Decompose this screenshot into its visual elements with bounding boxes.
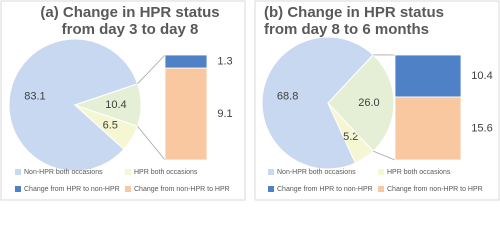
chart-title: (b) Change in HPR status from day 8 to 6… [264,4,445,38]
pie-slice [327,54,395,152]
pie-slice [73,83,142,127]
panel-border [254,0,500,201]
data-label: 83.1 [24,91,45,103]
pie-slice [8,38,139,172]
legend-swatch [268,169,274,175]
connector [373,150,396,161]
legend-label: Change from HPR to non-HPR [24,186,120,193]
legend-swatch [125,186,131,192]
charts: 83.1 6.5 10.4 1.3 9.1 Non-HPR both occasions H… [0,0,500,201]
bar-segment [164,67,208,161]
data-label: 68.8 [277,90,298,102]
data-label: 26.0 [358,97,379,109]
data-label: 9.1 [217,108,232,120]
bar-segment [394,96,462,161]
legend-swatch [15,169,21,175]
legend-swatch [268,186,274,192]
connector [137,125,166,161]
legend-swatch [15,186,21,192]
connector [137,54,166,85]
chart-title: (a) Change in HPR status from day 3 to d… [40,4,220,38]
legend-label: Change from non-HPR to HPR [134,186,230,193]
data-label: 15.6 [471,122,492,134]
panel-border [0,0,246,201]
legend-swatch [378,186,384,192]
data-label: 10.4 [471,70,492,82]
legend-label: HPR both occasions [387,169,451,176]
legend-label: Change from HPR to non-HPR [277,186,373,193]
legend-label: HPR both occasions [134,169,198,176]
bar-segment [394,54,462,98]
legend-swatch [125,169,131,175]
legend-label: Non-HPR both occasions [277,169,356,176]
bar-segment [164,54,208,69]
data-label: 6.5 [103,120,118,132]
data-label: 5.2 [343,131,358,143]
page: 83.1 6.5 10.4 1.3 9.1 Non-HPR both occasions H… [0,0,500,201]
legend-swatch [378,169,384,175]
legend-label: Non-HPR both occasions [24,169,103,176]
data-label: 10.4 [105,99,126,111]
data-label: 1.3 [217,55,232,67]
pie-slice [261,36,374,170]
legend-label: Change from non-HPR to HPR [387,186,483,193]
